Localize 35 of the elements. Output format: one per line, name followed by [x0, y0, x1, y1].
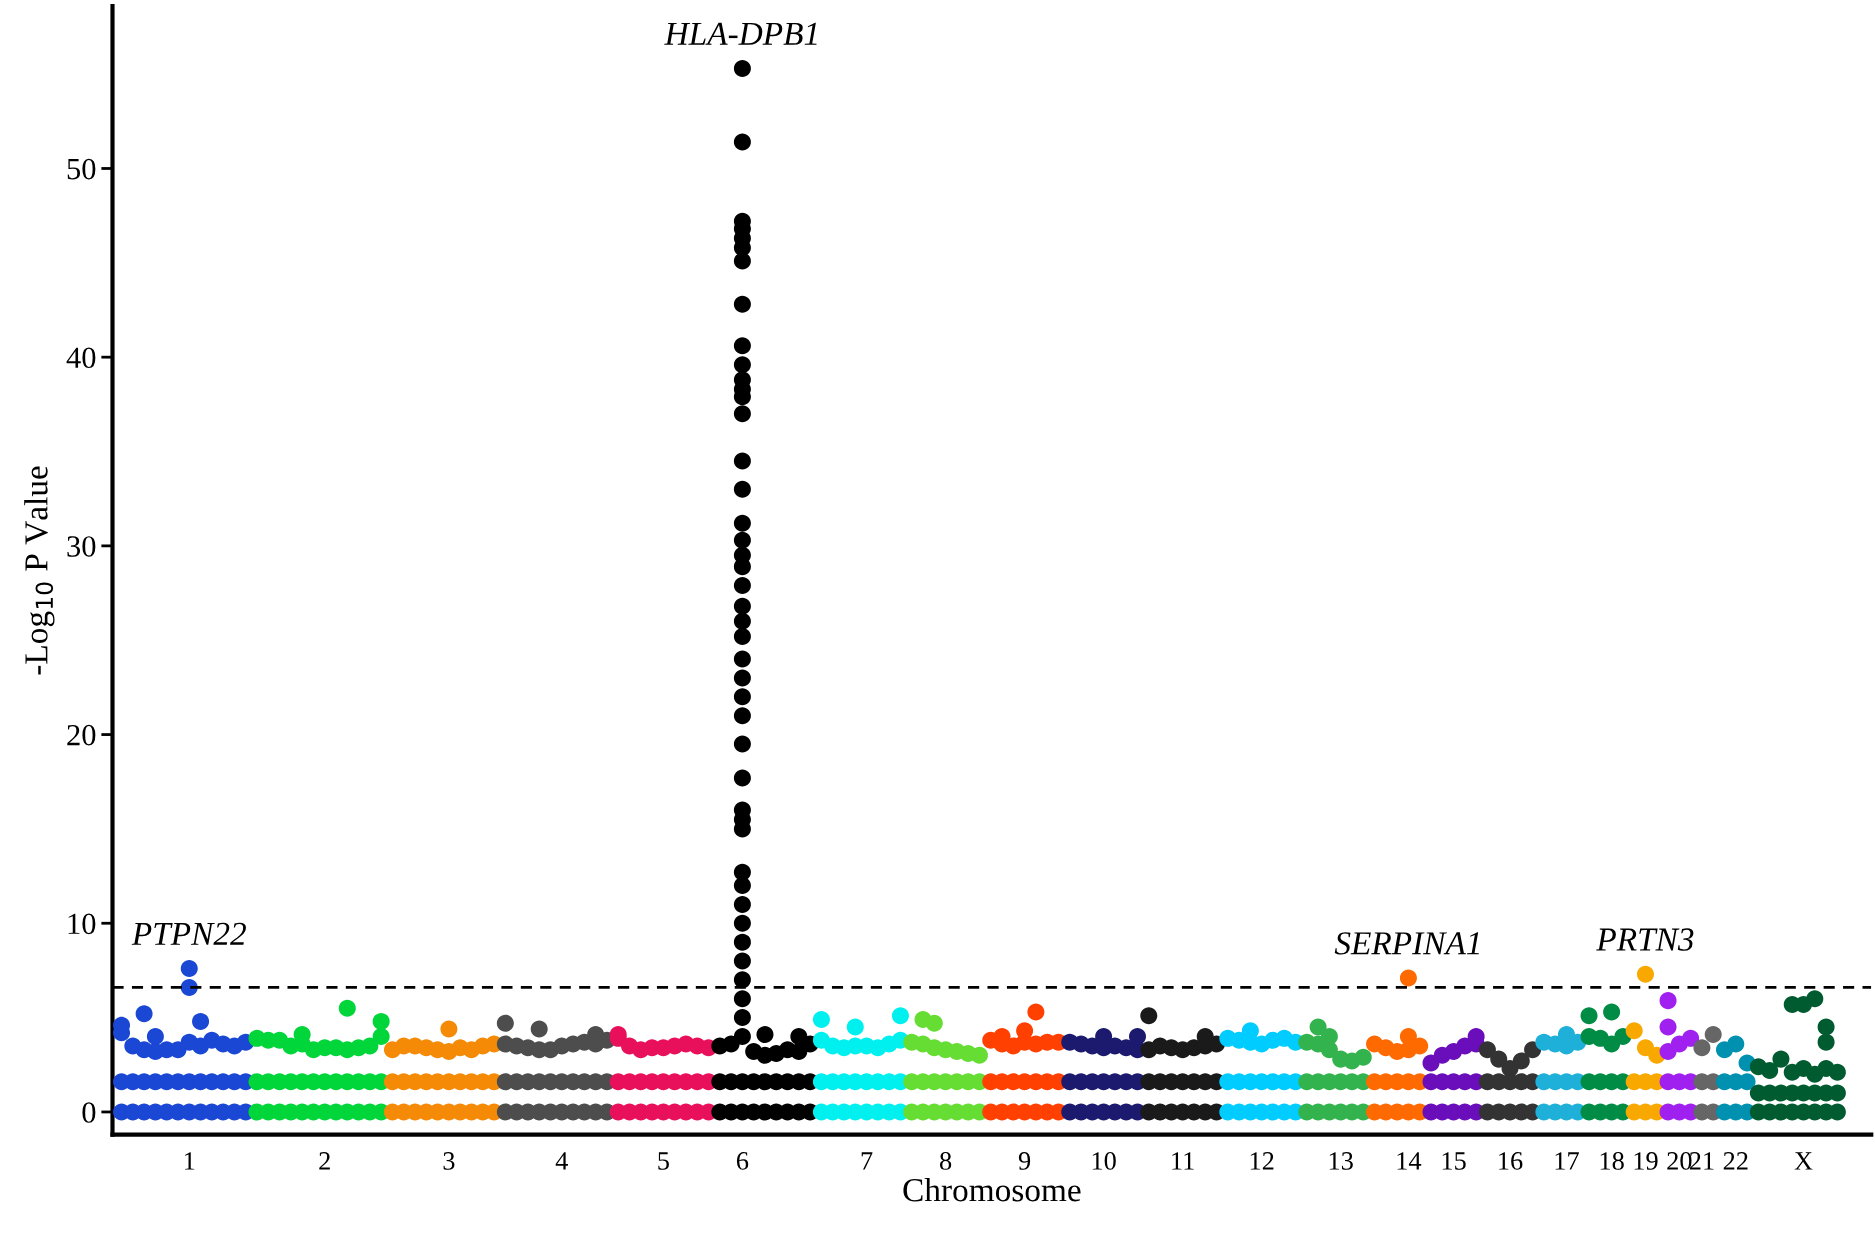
y-axis-title: -Log$_{10}$ P Value — [24, 466, 55, 675]
x-tick-label: 7 — [861, 1152, 873, 1170]
annotation: SERPINA1 — [1334, 932, 1479, 955]
x-tick-label: 2 — [319, 1152, 330, 1170]
x-tick-label: 1 — [184, 1152, 195, 1170]
annotation: HLA-DPB1 — [664, 22, 817, 45]
x-tick-label: 4 — [555, 1152, 568, 1170]
y-tick-label: 0 — [82, 1102, 96, 1123]
x-tick-label: 6 — [736, 1152, 749, 1170]
x-tick-label: 14 — [1397, 1152, 1422, 1170]
x-tick-label: 13 — [1329, 1152, 1353, 1170]
x-tick-label: 21 — [1689, 1152, 1714, 1170]
y-tick-label: 30 — [67, 536, 96, 557]
x-tick-label: 22 — [1723, 1152, 1748, 1170]
x-tick-label: 20 — [1667, 1152, 1692, 1170]
x-tick-label: 5 — [658, 1152, 669, 1170]
y-tick-label: 50 — [67, 158, 96, 180]
x-tick-label: 17 — [1555, 1152, 1579, 1170]
annotation: PRTN3 — [1596, 928, 1694, 951]
x-tick-label: 19 — [1634, 1152, 1658, 1170]
x-tick-label: 16 — [1499, 1152, 1523, 1170]
y-tick-label: 20 — [67, 724, 96, 746]
y-tick-label: 10 — [68, 913, 96, 935]
x-tick-label: X — [1794, 1152, 1813, 1170]
x-tick-label: 3 — [443, 1152, 455, 1170]
x-tick-label: 12 — [1250, 1152, 1274, 1170]
x-tick-label: 10 — [1092, 1152, 1116, 1170]
x-tick-label: 9 — [1018, 1152, 1031, 1170]
x-tick-label: 8 — [940, 1152, 952, 1170]
annotation: PTPN22 — [131, 922, 246, 945]
x-tick-label: 15 — [1442, 1152, 1466, 1170]
y-tick-label: 40 — [66, 347, 96, 369]
x-axis-title: Chromosome — [903, 1177, 1081, 1202]
x-tick-label: 11 — [1172, 1152, 1194, 1170]
x-tick-label: 18 — [1600, 1152, 1624, 1170]
